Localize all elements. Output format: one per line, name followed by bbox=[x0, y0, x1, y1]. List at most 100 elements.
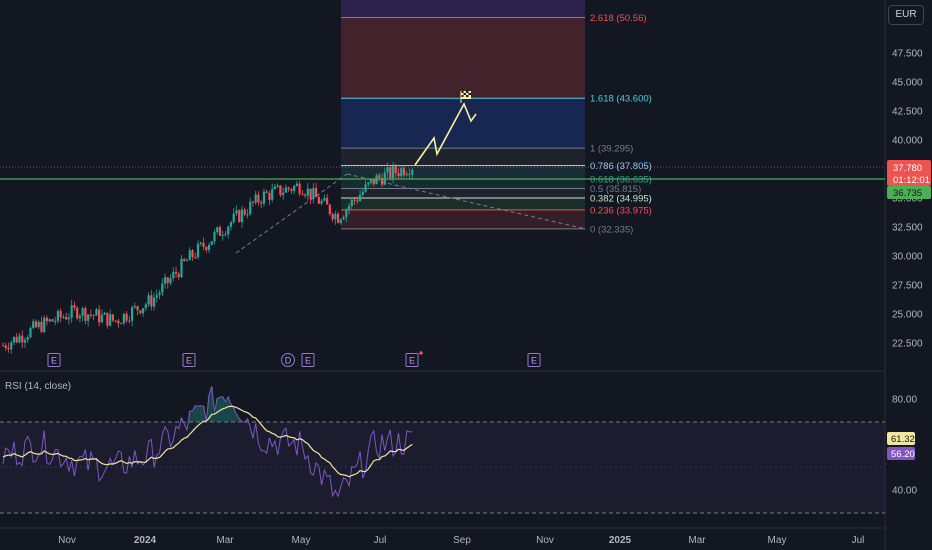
fib-zone[interactable] bbox=[341, 209, 585, 229]
candle-body bbox=[279, 185, 282, 196]
candle-body bbox=[191, 250, 194, 258]
fib-level-label: 0.5 (35.815) bbox=[590, 184, 641, 195]
fib-level-label: 0.618 (36.635) bbox=[590, 175, 652, 186]
candle-body bbox=[309, 188, 312, 200]
candle-body bbox=[301, 193, 304, 195]
candle-body bbox=[227, 226, 230, 235]
fib-zone[interactable] bbox=[341, 148, 585, 166]
time-tick-label: Jul bbox=[852, 535, 865, 546]
candle-body bbox=[18, 335, 21, 343]
candle-body bbox=[380, 177, 384, 185]
currency-button[interactable]: EUR bbox=[888, 5, 924, 25]
time-tick-label: Mar bbox=[688, 535, 706, 546]
candle-body bbox=[114, 320, 117, 322]
price-tick-label: 22.500 bbox=[892, 339, 923, 350]
rsi-tick-label: 40.00 bbox=[892, 486, 917, 497]
candle-body bbox=[40, 321, 43, 332]
time-tick-label: 2024 bbox=[134, 535, 157, 546]
dividend-marker-icon bbox=[281, 353, 295, 367]
fib-zone[interactable] bbox=[341, 17, 585, 99]
candle-body bbox=[334, 213, 337, 220]
event-marker-e[interactable]: E bbox=[182, 353, 196, 367]
fib-zone[interactable] bbox=[341, 188, 585, 199]
price-tick-label: 45.000 bbox=[892, 78, 923, 89]
rsi-axis[interactable]: 80.00 40.00 bbox=[892, 395, 917, 497]
candle-body bbox=[320, 200, 323, 204]
fib-zone[interactable] bbox=[341, 198, 585, 210]
time-axis[interactable]: Nov 2024 Mar May Jul Sep Nov 2025 Mar May Jul bbox=[58, 535, 864, 546]
candle-body bbox=[265, 191, 268, 193]
candle-body bbox=[402, 168, 406, 176]
rsi-indicator-label[interactable]: RSI (14, close) bbox=[5, 381, 71, 392]
candle-body bbox=[238, 210, 241, 223]
candle-body bbox=[98, 309, 101, 323]
currency-label: EUR bbox=[895, 9, 917, 20]
fib-extension-labels: 2.618 (50.56) 1.618 (43.600) 1 (39.295) 0.7… bbox=[590, 13, 652, 235]
event-marker-e[interactable]: E bbox=[405, 353, 419, 367]
event-marker-d[interactable]: D bbox=[281, 353, 295, 367]
projection-path[interactable] bbox=[414, 102, 477, 166]
candle-body bbox=[216, 227, 219, 233]
fib-zone[interactable] bbox=[341, 179, 585, 189]
candle-body bbox=[249, 201, 252, 215]
rsi-value-badge: 61.32 bbox=[887, 432, 915, 445]
candle-body bbox=[284, 187, 288, 193]
candle-body bbox=[139, 310, 142, 314]
candle-body bbox=[180, 258, 183, 278]
candle-body bbox=[235, 210, 238, 214]
time-tick-label: May bbox=[292, 535, 311, 546]
event-marker-e[interactable]: E bbox=[47, 353, 61, 367]
time-tick-label: Mar bbox=[216, 535, 234, 546]
candle-body bbox=[172, 271, 175, 279]
candle-body bbox=[273, 186, 277, 190]
candle-body bbox=[339, 219, 342, 223]
candle-body bbox=[276, 185, 279, 187]
candle-body bbox=[372, 179, 375, 185]
candle-body bbox=[295, 183, 298, 186]
candle-body bbox=[23, 339, 27, 343]
candle-body bbox=[65, 316, 68, 320]
event-marker-label: E bbox=[305, 356, 311, 366]
candle-body bbox=[56, 311, 60, 321]
candle-body bbox=[358, 195, 362, 202]
candle-body bbox=[152, 297, 156, 307]
candle-body bbox=[347, 205, 351, 210]
fib-zone[interactable] bbox=[341, 0, 585, 18]
candle-body bbox=[375, 175, 378, 185]
candle-body bbox=[315, 187, 318, 198]
trendline-dashed-down[interactable] bbox=[346, 173, 587, 230]
fib-level-label: 0.236 (33.975) bbox=[590, 205, 652, 216]
event-marker-e[interactable]: E bbox=[301, 353, 315, 367]
rsi-ma-value-badge: 56.20 bbox=[887, 447, 915, 460]
target-flag-icon[interactable] bbox=[460, 91, 471, 103]
candle-body bbox=[298, 183, 301, 194]
event-dot-icon bbox=[419, 351, 423, 355]
candle-body bbox=[367, 182, 370, 185]
candle-body bbox=[103, 312, 106, 315]
candle-body bbox=[177, 273, 180, 278]
line-price-badge: 36.735 bbox=[887, 186, 931, 199]
fib-extension-zones[interactable] bbox=[341, 0, 585, 229]
candle-body bbox=[391, 166, 395, 179]
event-marker-e[interactable]: E bbox=[527, 353, 541, 367]
rsi-ma-line bbox=[2, 405, 413, 478]
candle-body bbox=[12, 336, 16, 343]
candle-body bbox=[326, 197, 329, 205]
line-price-text: 36.735 bbox=[893, 188, 922, 199]
candle-body bbox=[394, 166, 397, 174]
candle-body bbox=[336, 213, 340, 223]
candle-body bbox=[345, 209, 348, 218]
price-candles bbox=[1, 162, 414, 354]
candle-body bbox=[342, 217, 345, 220]
fib-level-label: 1 (39.295) bbox=[590, 144, 633, 155]
rsi-line bbox=[2, 386, 413, 498]
rsi-tick-label: 80.00 bbox=[892, 395, 917, 406]
candle-body bbox=[257, 194, 260, 203]
candle-body bbox=[29, 327, 32, 338]
price-tick-label: 27.500 bbox=[892, 281, 923, 292]
candle-body bbox=[117, 320, 120, 324]
candle-body bbox=[4, 345, 7, 349]
trendline-dashed-up[interactable] bbox=[235, 173, 348, 254]
